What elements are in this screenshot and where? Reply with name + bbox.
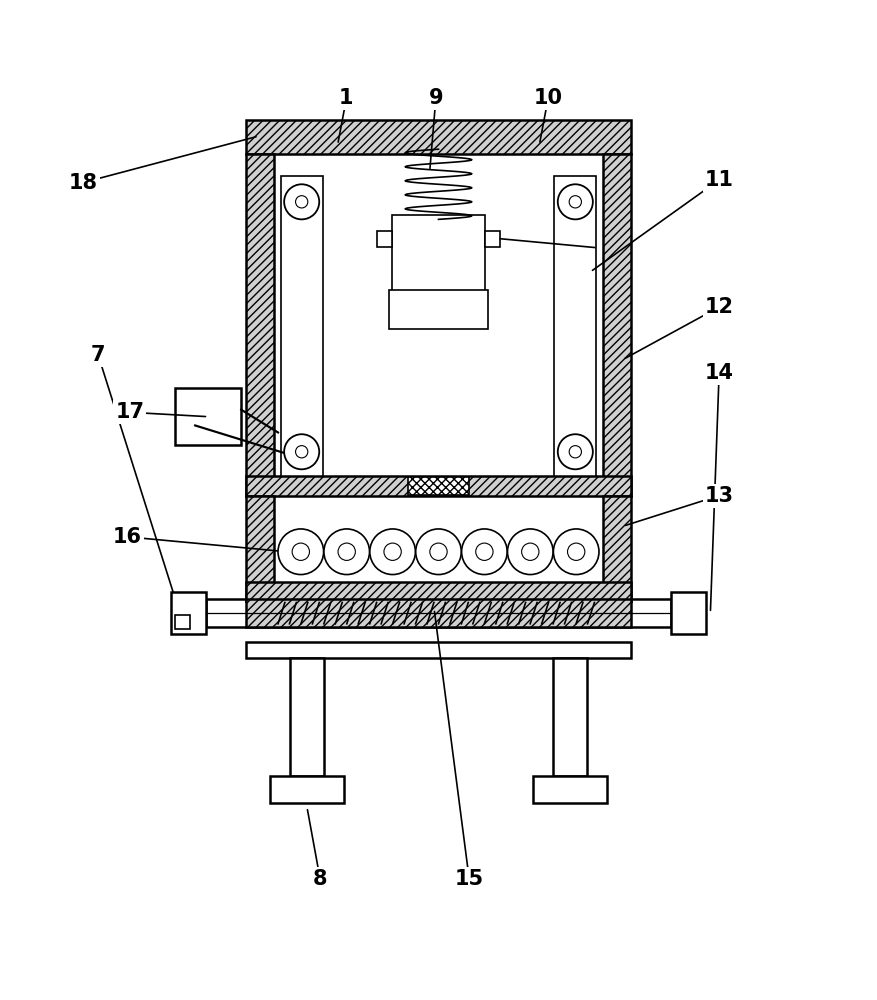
Bar [553,658,587,776]
Text: 11: 11 [704,170,734,190]
Circle shape [508,529,553,575]
Circle shape [569,446,581,458]
Bar [408,477,469,495]
Bar [246,582,631,601]
Text: 13: 13 [704,486,734,506]
Text: 18: 18 [68,173,98,193]
Circle shape [522,543,539,560]
Circle shape [558,184,593,219]
Circle shape [296,196,308,208]
Text: 8: 8 [313,869,327,889]
Bar [246,476,631,496]
Bar [389,290,488,329]
Text: 12: 12 [704,297,734,317]
Bar [246,496,274,601]
Text: 17: 17 [115,402,145,422]
Circle shape [553,529,599,575]
Circle shape [296,446,308,458]
Text: 16: 16 [112,527,142,547]
Bar [532,776,607,803]
Circle shape [384,543,402,560]
Bar [246,599,631,627]
Bar [281,176,323,478]
Circle shape [338,543,355,560]
Circle shape [461,529,507,575]
Circle shape [430,543,447,560]
Bar [175,615,190,629]
Bar [175,388,241,445]
Bar [603,496,631,601]
Bar [246,154,274,496]
Bar [393,215,484,298]
Circle shape [416,529,461,575]
Text: 10: 10 [533,88,563,108]
Bar [246,642,631,658]
Circle shape [284,434,319,469]
Bar [290,658,324,776]
Bar [206,599,671,627]
Text: 1: 1 [339,88,353,108]
Circle shape [569,196,581,208]
Circle shape [475,543,493,560]
Bar [171,592,206,634]
Circle shape [558,434,593,469]
Bar [246,120,631,154]
Bar [270,776,344,803]
Circle shape [292,543,310,560]
Bar [603,154,631,496]
Text: 14: 14 [704,363,734,383]
Bar [376,231,392,247]
Circle shape [278,529,324,575]
Bar [671,592,706,634]
Circle shape [324,529,369,575]
Circle shape [567,543,585,560]
Bar [554,176,596,478]
Text: 7: 7 [91,345,105,365]
Text: 9: 9 [429,88,443,108]
Circle shape [284,184,319,219]
Text: 15: 15 [454,869,484,889]
Circle shape [370,529,416,575]
Bar [484,231,500,247]
